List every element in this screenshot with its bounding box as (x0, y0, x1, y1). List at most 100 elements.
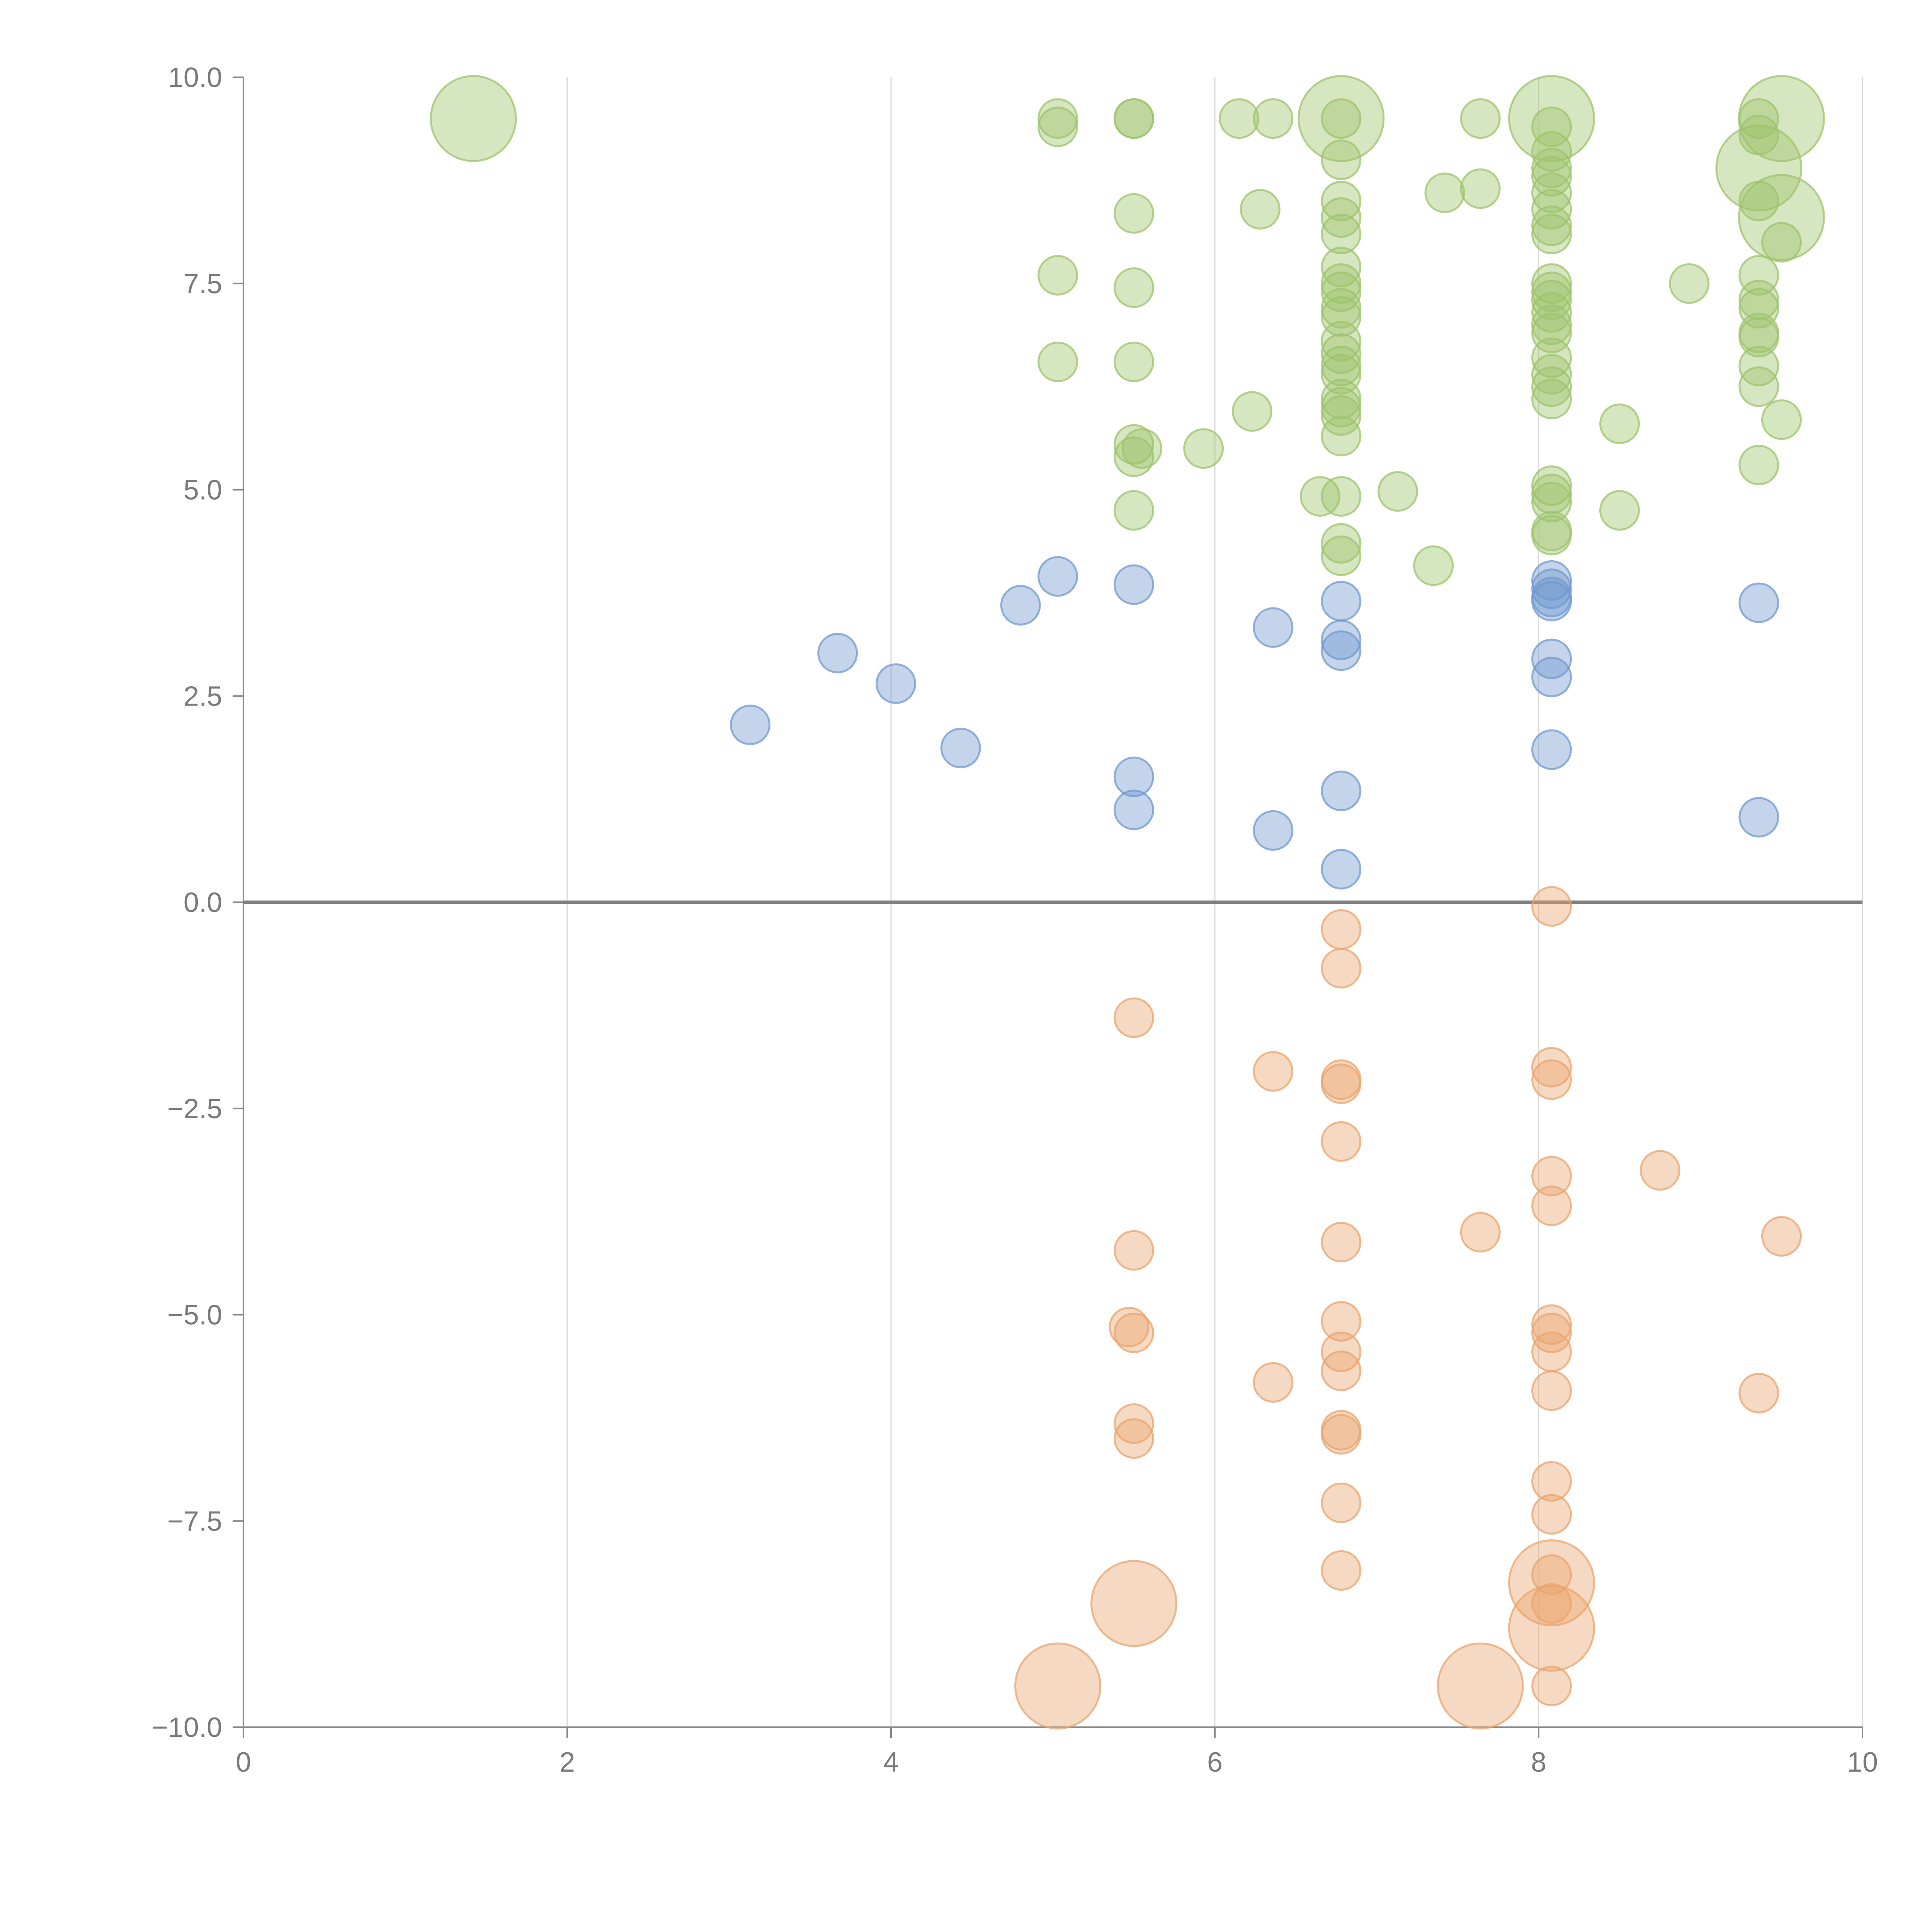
data-point (1321, 271, 1362, 312)
data-point (1531, 366, 1572, 407)
data-point (1183, 428, 1224, 469)
data-point (1321, 333, 1362, 374)
data-point (1531, 482, 1572, 523)
data-point (1321, 197, 1362, 238)
data-point (1738, 75, 1825, 162)
data-point (1508, 1585, 1595, 1672)
data-point (1321, 1301, 1362, 1342)
data-point (1114, 267, 1154, 308)
data-point (430, 75, 517, 162)
data-point (1531, 263, 1572, 304)
data-point (1321, 1482, 1362, 1523)
y-tick-label: 0.0 (184, 887, 222, 918)
data-point (1531, 560, 1572, 601)
data-point (1321, 476, 1362, 517)
data-point (1114, 756, 1154, 797)
data-point (1114, 1418, 1154, 1459)
data-point (1738, 174, 1825, 261)
data-point (1738, 317, 1779, 358)
data-point (1531, 354, 1572, 395)
data-point (1531, 1461, 1572, 1502)
y-tick-label: −5.0 (167, 1300, 222, 1331)
data-point (1531, 1332, 1572, 1372)
data-point (1531, 172, 1572, 213)
data-point (1599, 490, 1640, 531)
data-point (1531, 189, 1572, 230)
y-tick-label: 10.0 (168, 62, 222, 93)
data-point (1114, 490, 1154, 531)
data-point (1321, 630, 1362, 671)
data-point (1114, 1312, 1154, 1353)
data-point (1531, 886, 1572, 927)
data-point (1531, 337, 1572, 378)
axes: 0 2 4 6 8 10 −10.0 −7.5 −5.0 −2.5 0.0 2.5 5.0 7.5 10.0 (152, 62, 1878, 1778)
data-points (430, 75, 1825, 1730)
data-point (1531, 292, 1572, 333)
y-tick-label: 2.5 (184, 681, 222, 712)
data-point (1037, 255, 1078, 296)
data-point (1014, 1642, 1102, 1730)
data-point (1738, 582, 1779, 623)
data-point (1738, 797, 1779, 838)
data-point (1090, 1560, 1177, 1647)
data-point (1121, 428, 1162, 469)
data-point (1531, 131, 1572, 172)
data-point (1531, 581, 1572, 622)
data-point (1321, 139, 1362, 180)
data-point (1738, 345, 1779, 386)
data-point (1321, 395, 1362, 436)
data-point (1114, 193, 1154, 234)
data-point (1321, 581, 1362, 622)
data-point (1321, 1350, 1362, 1391)
data-point (1321, 263, 1362, 304)
data-point (1114, 342, 1154, 383)
data-point (1114, 1403, 1154, 1444)
data-point (817, 633, 858, 673)
data-point (1253, 98, 1294, 139)
data-point (1253, 607, 1294, 648)
data-point (1531, 1370, 1572, 1411)
data-point (1114, 1230, 1154, 1271)
data-point (730, 704, 770, 745)
data-point (1000, 585, 1041, 626)
data-point (1321, 1063, 1362, 1104)
data-point (1531, 638, 1572, 679)
data-point (1114, 997, 1154, 1038)
data-point (1109, 1307, 1150, 1348)
data-point (1321, 619, 1362, 660)
data-point (1531, 148, 1572, 189)
data-point (1037, 106, 1078, 147)
data-point (1531, 304, 1572, 345)
data-point (1321, 379, 1362, 420)
data-point (1321, 321, 1362, 362)
data-point (1715, 124, 1803, 212)
data-point (1321, 214, 1362, 255)
data-point (1299, 476, 1340, 517)
data-point (1508, 1539, 1595, 1626)
data-point (1321, 416, 1362, 457)
data-point (1531, 473, 1572, 514)
data-point (1253, 810, 1294, 851)
y-tick-label: −2.5 (167, 1094, 222, 1124)
data-point (1037, 342, 1078, 383)
data-point (1738, 288, 1779, 329)
data-point (1114, 564, 1154, 605)
data-point (1531, 656, 1572, 697)
data-point (1413, 545, 1454, 586)
data-point (1531, 156, 1572, 197)
data-point (1738, 114, 1779, 155)
data-point (1460, 1212, 1501, 1253)
data-point (1531, 214, 1572, 255)
data-point (1531, 515, 1572, 556)
data-point (1424, 172, 1465, 213)
data-point (1321, 948, 1362, 989)
x-tick-label: 2 (560, 1747, 575, 1778)
data-point (1761, 1216, 1802, 1257)
data-point (1599, 403, 1640, 444)
data-point (1321, 1550, 1362, 1591)
data-point (1037, 98, 1078, 139)
data-point (1321, 180, 1362, 221)
data-point (1531, 1583, 1572, 1624)
